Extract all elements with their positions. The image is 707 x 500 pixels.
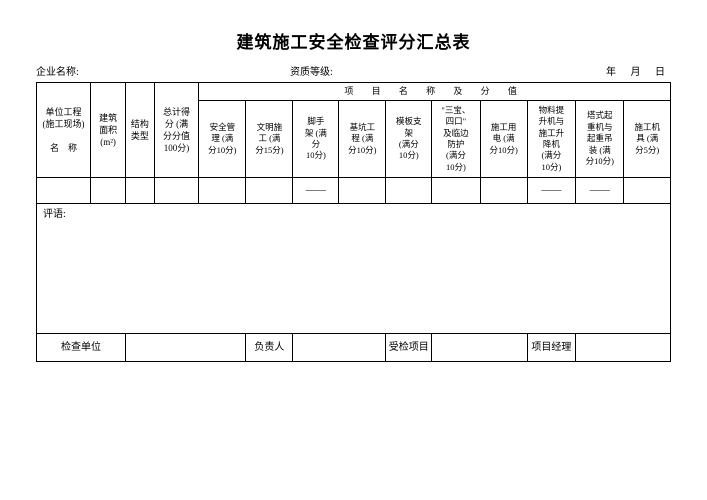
company-label: 企业名称: <box>36 63 290 78</box>
cell-s4 <box>339 178 386 204</box>
date-label: 年 月 日 <box>544 63 671 78</box>
sub-6: 施工用电 (满分10分) <box>480 101 527 178</box>
sub-8: 塔式起重机与起重吊装 (满分10分) <box>576 101 624 178</box>
hdr-section: 项 目 名 称 及 分 值 <box>199 83 671 101</box>
ftr-check-unit-val <box>126 334 246 362</box>
ftr-responsible-label: 负责人 <box>246 334 293 362</box>
cell-s9: —— <box>576 178 624 204</box>
footer-row: 检查单位 负责人 受检项目 项目经理 <box>37 334 671 362</box>
sub-2: 脚手架 (满分10分) <box>293 101 339 178</box>
sub-7: 物料提升机与施工升降机(满分10分) <box>527 101 575 178</box>
cell-s3: —— <box>293 178 339 204</box>
grade-label: 资质等级: <box>290 63 544 78</box>
cell-s1 <box>199 178 246 204</box>
ftr-check-unit-label: 检查单位 <box>37 334 126 362</box>
meta-row: 企业名称: 资质等级: 年 月 日 <box>36 63 671 78</box>
hdr-area: 建筑面积(m²) <box>91 83 126 178</box>
hdr-unit: 单位工程(施工现场)名 称 <box>37 83 91 178</box>
cell-s2 <box>246 178 293 204</box>
cell-s8: —— <box>527 178 575 204</box>
cell-s5 <box>386 178 432 204</box>
cell-s7 <box>480 178 527 204</box>
cell-area <box>91 178 126 204</box>
cell-unit <box>37 178 91 204</box>
sub-1: 文明施工 (满分15分) <box>246 101 293 178</box>
ftr-inspected-val <box>432 334 527 362</box>
ftr-pm-label: 项目经理 <box>527 334 575 362</box>
ftr-inspected-label: 受检项目 <box>386 334 432 362</box>
comments-cell: 评语: <box>37 204 671 334</box>
ftr-pm-val <box>576 334 671 362</box>
data-row: —— —— —— <box>37 178 671 204</box>
cell-s10 <box>624 178 671 204</box>
sub-9: 施工机具 (满分5分) <box>624 101 671 178</box>
sub-3: 基坑工程 (满分10分) <box>339 101 386 178</box>
cell-s6 <box>432 178 480 204</box>
sub-5: "三宝、四口"及临边防护(满分10分) <box>432 101 480 178</box>
hdr-struct: 结构类型 <box>126 83 155 178</box>
hdr-total: 总计得分 (满分分值100分) <box>154 83 199 178</box>
page-title: 建筑施工安全检查评分汇总表 <box>36 28 671 53</box>
cell-total <box>154 178 199 204</box>
sub-4: 模板支架(满分10分) <box>386 101 432 178</box>
cell-struct <box>126 178 155 204</box>
score-table: 单位工程(施工现场)名 称 建筑面积(m²) 结构类型 总计得分 (满分分值10… <box>36 82 671 362</box>
ftr-responsible-val <box>293 334 386 362</box>
sub-0: 安全管理 (满分10分) <box>199 101 246 178</box>
